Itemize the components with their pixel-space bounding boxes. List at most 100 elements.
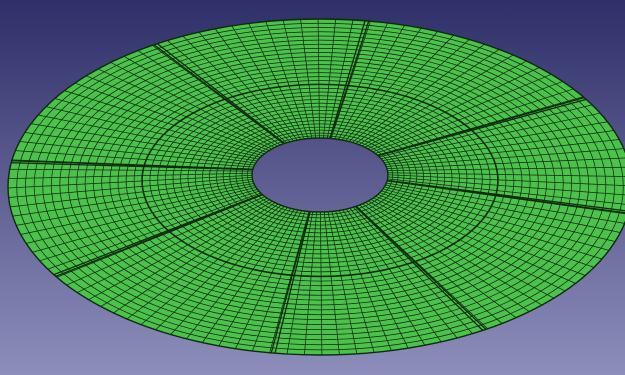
mesh-radial-line: [383, 130, 614, 163]
mesh-ring-line: [149, 87, 491, 273]
mesh-ring-line: [117, 72, 523, 291]
partition-radial-line: [11, 160, 253, 170]
mesh-radial-line: [186, 208, 292, 340]
mesh-radial-line: [375, 88, 574, 154]
mesh-grid: [7, 18, 625, 356]
partition-radial-line: [330, 20, 370, 139]
mesh-ring-line: [42, 35, 598, 336]
mesh-ring-line: [133, 80, 507, 282]
mesh-radial-line: [265, 21, 309, 139]
mesh-ring-line: [194, 109, 446, 246]
mesh-radial-line: [338, 210, 409, 349]
mesh-radial-line: [300, 19, 317, 139]
mesh-radial-line: [352, 207, 473, 334]
mesh-ring-line: [59, 43, 581, 325]
mesh-radial-line: [231, 25, 302, 140]
mesh-radial-line: [30, 123, 258, 162]
mesh-ring-line: [25, 27, 615, 346]
mesh-radial-line: [385, 139, 620, 165]
partition-ring-line: [141, 83, 499, 278]
mesh-radial-line: [362, 203, 517, 319]
mesh-radial-line: [218, 209, 299, 347]
mesh-radial-line: [38, 114, 259, 160]
mesh-radial-line: [387, 166, 625, 172]
mesh-radial-line: [338, 25, 405, 140]
mesh-ring-line: [33, 31, 607, 341]
mesh-radial-line: [12, 181, 254, 217]
mesh-radial-line: [358, 49, 500, 145]
mesh-radial-line: [39, 190, 260, 262]
mesh-radial-line: [123, 55, 278, 147]
mesh-radial-line: [384, 186, 616, 242]
mesh-radial-line: [182, 35, 291, 143]
partition-radial-line: [55, 194, 263, 277]
mesh-radial-line: [85, 75, 270, 151]
mesh-radial-line: [66, 196, 265, 286]
partition-radial-line: [329, 20, 366, 139]
partition-radial-line: [11, 162, 253, 171]
mesh-radial-line: [24, 132, 256, 164]
partition-radial-line: [156, 43, 285, 144]
mesh-radial-line: [320, 211, 323, 356]
mesh-ring-line: [172, 99, 468, 259]
mesh-radial-line: [387, 176, 625, 196]
mesh-radial-line: [15, 150, 254, 168]
mesh-radial-line: [359, 204, 503, 324]
mesh-radial-line: [45, 106, 261, 158]
inner-hole-edge: [251, 137, 389, 213]
mesh-radial-line: [327, 211, 358, 354]
mesh-radial-line: [32, 189, 258, 253]
mesh-radial-line: [355, 43, 485, 144]
mesh-radial-line: [8, 176, 253, 198]
mesh-radial-line: [379, 104, 593, 158]
mesh-radial-line: [167, 40, 287, 144]
mesh-radial-line: [370, 199, 555, 299]
mesh-radial-line: [365, 202, 530, 312]
mesh-ring-line: [84, 56, 556, 311]
mesh-radial-line: [386, 148, 624, 167]
mesh-radial-line: [77, 197, 268, 293]
mesh-ring-line: [109, 68, 531, 296]
mesh-radial-line: [235, 210, 302, 349]
mesh-radial-line: [379, 192, 595, 268]
mesh-radial-line: [370, 73, 552, 151]
mesh-radial-line: [386, 157, 625, 169]
mesh-radial-line: [341, 27, 422, 141]
mesh-ring-line: [187, 106, 453, 250]
partition-lines: [11, 20, 625, 354]
mesh-radial-line: [387, 178, 625, 206]
mesh-radial-line: [382, 188, 610, 251]
partition-radial-line: [355, 206, 484, 331]
partition-radial-line: [377, 98, 587, 157]
mesh-radial-line: [214, 28, 298, 141]
mesh-radial-line: [137, 50, 281, 146]
mesh-radial-line: [381, 112, 601, 160]
partition-radial-line: [274, 211, 311, 354]
partition-radial-line: [153, 44, 285, 145]
mesh-radial-line: [323, 19, 336, 139]
mesh-radial-line: [10, 178, 253, 208]
mesh-radial-line: [346, 208, 442, 343]
mesh-radial-line: [8, 172, 253, 179]
partition-radial-line: [387, 179, 625, 212]
mesh-radial-line: [54, 98, 263, 156]
mesh-radial-line: [282, 20, 313, 139]
mesh-radial-line: [335, 210, 392, 351]
mesh-radial-line: [326, 19, 354, 139]
mesh-ring-line: [16, 22, 624, 351]
outer-edge: [7, 18, 625, 356]
mesh-radial-line: [382, 121, 608, 161]
mesh-radial-line: [198, 31, 294, 142]
mesh-radial-line: [286, 211, 314, 355]
partition-radial-line: [270, 211, 311, 354]
mesh-radial-line: [361, 54, 514, 147]
partition-radial-line: [355, 205, 487, 330]
mesh-radial-line: [331, 211, 375, 353]
mesh-radial-line: [126, 203, 279, 320]
mesh-radial-line: [64, 90, 265, 155]
mesh-radial-line: [16, 183, 254, 226]
mesh-radial-line: [368, 200, 543, 306]
mesh-ring-line: [202, 113, 438, 242]
